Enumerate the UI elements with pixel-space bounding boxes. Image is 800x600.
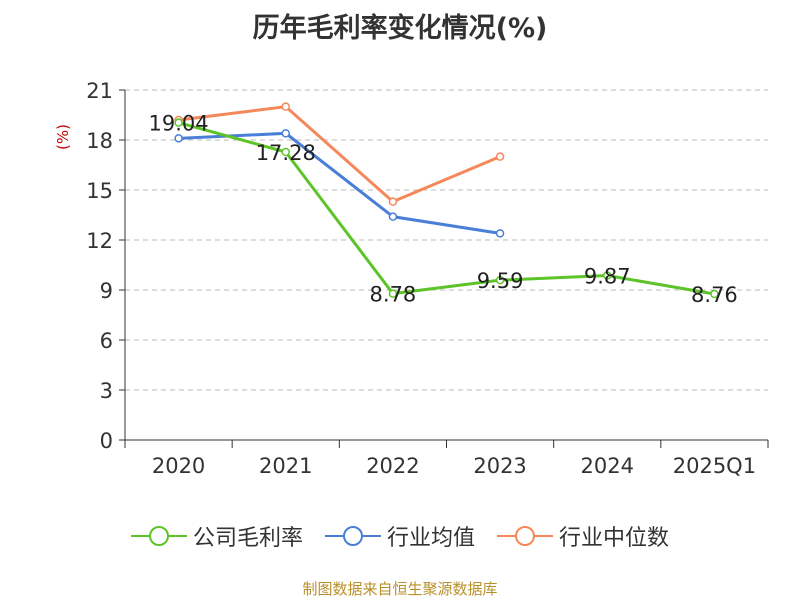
legend-item[interactable]: 行业中位数	[497, 520, 669, 552]
series-line	[178, 121, 715, 296]
x-tick-label: 2020	[152, 454, 205, 478]
x-tick-label: 2021	[259, 454, 312, 478]
source-note: 制图数据来自恒生聚源数据库	[302, 580, 498, 598]
x-tick-label: 2025Q1	[673, 454, 756, 478]
data-point	[174, 118, 183, 127]
legend-label: 公司毛利率	[192, 526, 303, 551]
legend-marker-icon	[130, 526, 187, 546]
data-point	[388, 289, 398, 298]
x-tick-label: 2022	[366, 454, 419, 478]
y-tick-label: 15	[86, 179, 113, 203]
data-point	[281, 102, 290, 111]
legend-label: 行业均值	[386, 526, 475, 551]
y-tick-label: 3	[100, 379, 113, 403]
y-tick-label: 6	[100, 329, 113, 353]
data-point	[495, 229, 505, 238]
data-point	[495, 152, 505, 161]
data-point	[388, 212, 398, 221]
chart-title: 历年毛利率变化情况(%)	[252, 13, 548, 44]
y-tick-label: 12	[86, 229, 113, 253]
y-tick-label: 21	[86, 79, 113, 103]
data-label: 9.59	[477, 269, 524, 293]
data-point	[603, 271, 612, 280]
series-line	[178, 131, 501, 235]
data-point	[174, 134, 183, 143]
data-label: 8.76	[691, 283, 738, 307]
data-point	[281, 147, 290, 157]
data-label: 19.04	[149, 112, 209, 136]
y-tick-label: 0	[100, 429, 113, 453]
data-point	[388, 197, 398, 206]
data-label: 9.87	[584, 265, 631, 289]
x-tick-label: 2023	[473, 454, 526, 478]
x-tick-label: 2024	[581, 454, 634, 478]
data-point	[495, 275, 505, 285]
y-tick-label: 18	[86, 129, 113, 153]
legend: 公司毛利率 行业均值 行业中位数	[0, 520, 800, 552]
legend-label: 行业中位数	[559, 526, 670, 551]
y-tick-label: 9	[100, 279, 113, 303]
series-line	[178, 105, 501, 204]
data-point	[710, 289, 719, 299]
legend-item[interactable]: 公司毛利率	[130, 520, 303, 552]
data-label: 8.78	[370, 283, 417, 307]
legend-item[interactable]: 行业均值	[324, 520, 475, 552]
data-point	[281, 129, 290, 138]
data-label: 17.28	[256, 141, 316, 165]
legend-marker-icon	[324, 526, 381, 546]
legend-marker-icon	[497, 526, 553, 546]
